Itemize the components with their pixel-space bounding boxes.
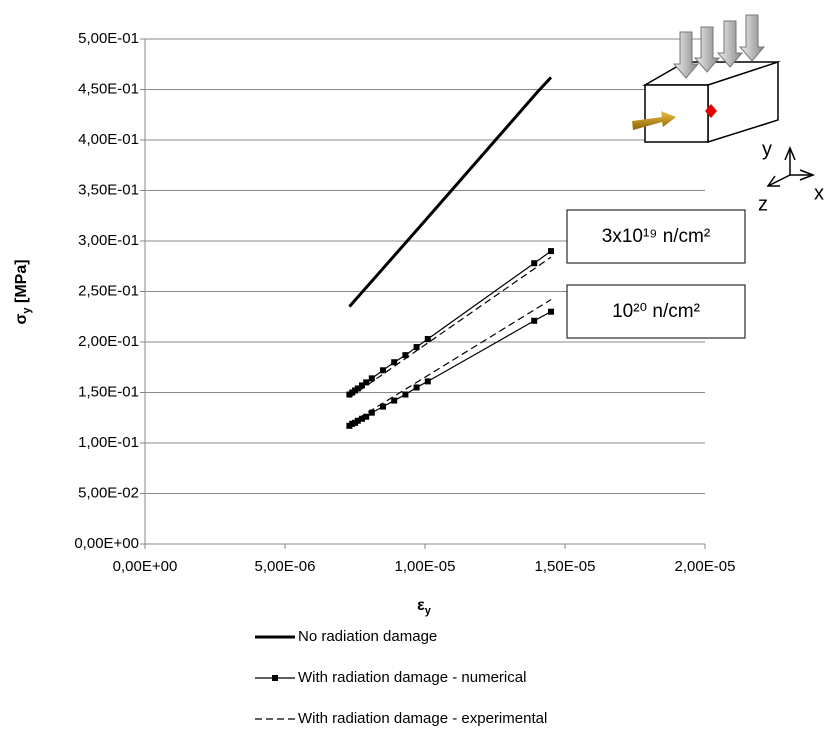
specimen-icon [632,15,813,186]
series-line [349,257,551,397]
annotation: 3x10¹⁹ n/cm² [602,226,710,247]
y-tick-label: 3,50E-01 [78,181,139,198]
marker [414,384,420,390]
y-tick-label: 4,00E-01 [78,131,139,148]
marker [548,309,554,315]
marker [425,336,431,342]
marker [402,392,408,398]
icon-axis-label: y [762,138,772,160]
x-tick-label: 0,00E+00 [113,558,178,575]
y-label-part: [MPa] [13,259,30,307]
y-tick-label: 2,00E-01 [78,333,139,350]
x-axis-label: εy [417,597,432,617]
y-tick-label: 3,00E-01 [78,232,139,249]
series-line [349,300,551,424]
icon-axis-label: x [814,182,824,204]
y-tick-label: 4,50E-01 [78,80,139,97]
y-label-part: σ [13,314,30,325]
marker [414,344,420,350]
legend-label: With radiation damage - numerical [298,669,526,686]
x-tick-label: 1,50E-05 [535,558,596,575]
x-tick-label: 2,00E-05 [675,558,736,575]
y-tick-label: 0,00E+00 [74,535,139,552]
marker [531,318,537,324]
series-line [349,312,551,426]
icon-axis-label: z [758,193,768,215]
annotation: 10²⁰ n/cm² [612,301,700,322]
y-axis-label: σy [MPa] [13,259,33,324]
legend-label: With radiation damage - experimental [298,710,547,727]
y-tick-label: 1,50E-01 [78,383,139,400]
x-label-sub: y [425,605,432,617]
chart: 0,00E+00 5,00E-02 1,00E-01 1,50E-01 2,00E-01… [0,0,826,731]
marker [425,378,431,384]
marker [380,367,386,373]
legend-label: No radiation damage [298,628,437,645]
y-tick-label: 5,00E-02 [78,484,139,501]
marker [391,398,397,404]
marker [369,375,375,381]
marker [531,260,537,266]
x-tick-label: 5,00E-06 [255,558,316,575]
y-tick-label: 1,00E-01 [78,434,139,451]
x-tick-label: 1,00E-05 [395,558,456,575]
y-tick-label: 2,50E-01 [78,282,139,299]
y-tick-label: 5,00E-01 [78,30,139,47]
legend-marker [272,675,278,681]
marker [548,248,554,254]
